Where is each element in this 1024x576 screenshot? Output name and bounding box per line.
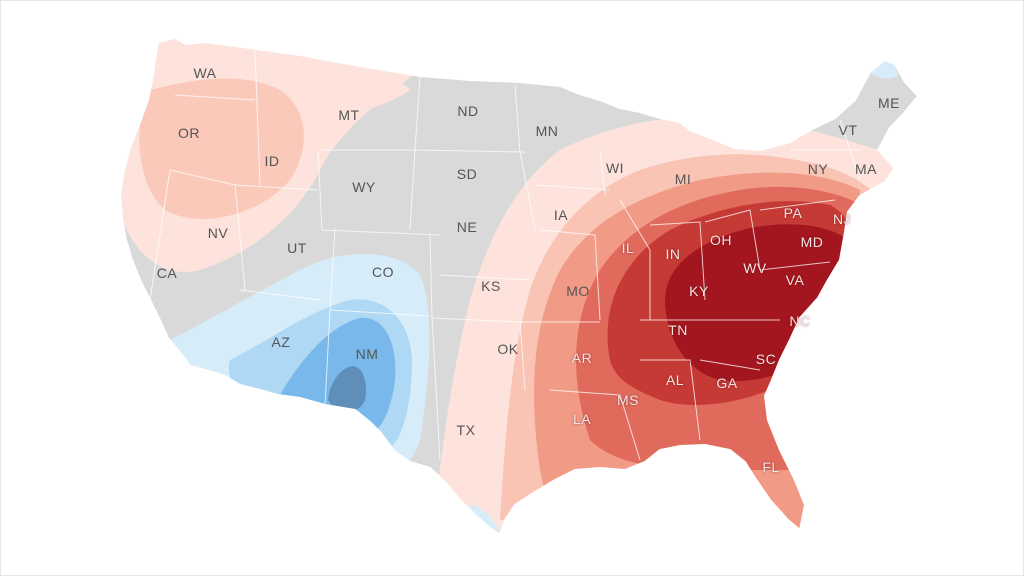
cool-region-maine (870, 60, 898, 79)
state-borders (149, 49, 861, 461)
warm-region-west-2 (139, 78, 304, 219)
cool-region-4 (328, 366, 366, 412)
cool-region-texas-tip (470, 505, 500, 535)
warm-region-montana (300, 60, 410, 114)
